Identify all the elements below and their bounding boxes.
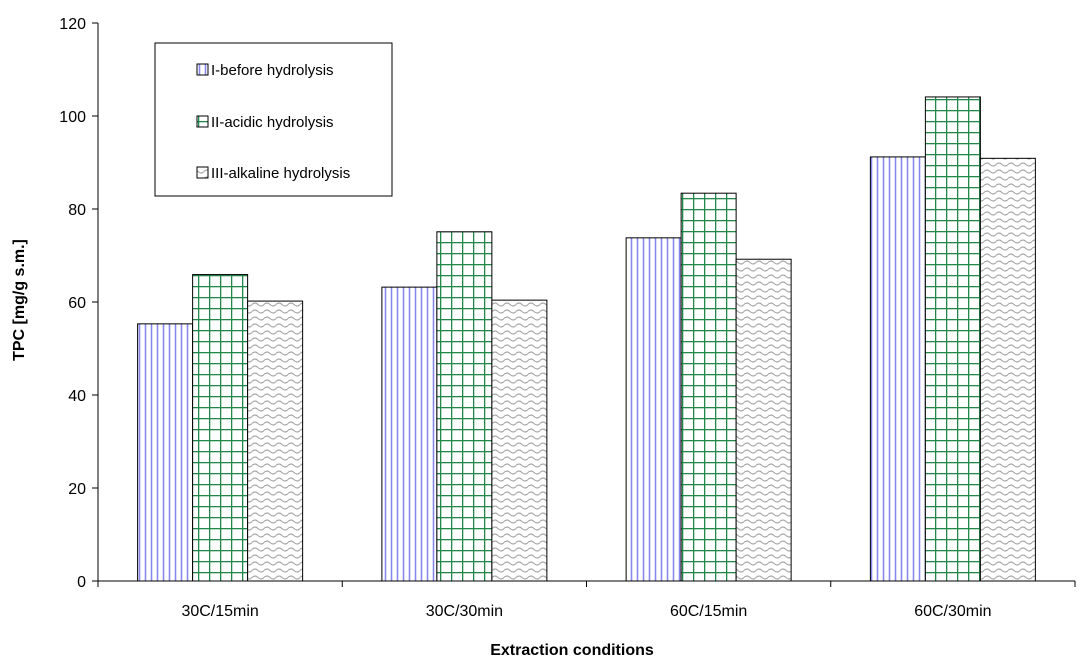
bar xyxy=(436,231,493,582)
bar xyxy=(491,299,548,582)
bar xyxy=(979,157,1036,582)
legend-label: II-acidic hydrolysis xyxy=(211,114,334,131)
x-tick-label: 30C/30min xyxy=(426,603,503,620)
bar xyxy=(735,258,792,582)
y-tick-label: 20 xyxy=(68,481,86,498)
y-tick-label: 0 xyxy=(77,574,86,591)
y-tick-label: 120 xyxy=(59,16,86,33)
x-ticks: 30C/15min 30C/30min 60C/15min 60C/30min xyxy=(97,581,1076,620)
x-tick-label: 60C/30min xyxy=(914,603,991,620)
bar xyxy=(137,323,194,582)
bar xyxy=(381,286,438,582)
y-tick-label: 100 xyxy=(59,109,86,126)
x-axis-title: Extraction conditions xyxy=(490,642,654,659)
bar xyxy=(625,237,682,582)
y-axis-title: TPC [mg/g s.m.] xyxy=(11,239,28,361)
x-tick-label: 60C/15min xyxy=(670,603,747,620)
legend-swatch xyxy=(196,63,209,76)
y-ticks: 0 20 40 60 80 100 120 xyxy=(59,16,98,591)
legend-box xyxy=(154,42,393,197)
legend-label: III-alkaline hydrolysis xyxy=(211,165,350,182)
y-tick-label: 80 xyxy=(68,202,86,219)
legend-label: I-before hydrolysis xyxy=(211,62,334,79)
x-tick-label: 30C/15min xyxy=(181,603,258,620)
legend-swatch xyxy=(196,166,209,179)
legend-swatch xyxy=(196,115,209,128)
bar xyxy=(924,96,981,582)
bar xyxy=(192,274,249,582)
y-tick-label: 60 xyxy=(68,295,86,312)
legend: I-before hydrolysis II-acidic hydrolysis I… xyxy=(154,42,393,197)
y-tick-label: 40 xyxy=(68,388,86,405)
bar xyxy=(680,192,737,582)
bars-layer xyxy=(137,96,1036,582)
bar xyxy=(247,300,304,582)
bar xyxy=(869,156,926,582)
